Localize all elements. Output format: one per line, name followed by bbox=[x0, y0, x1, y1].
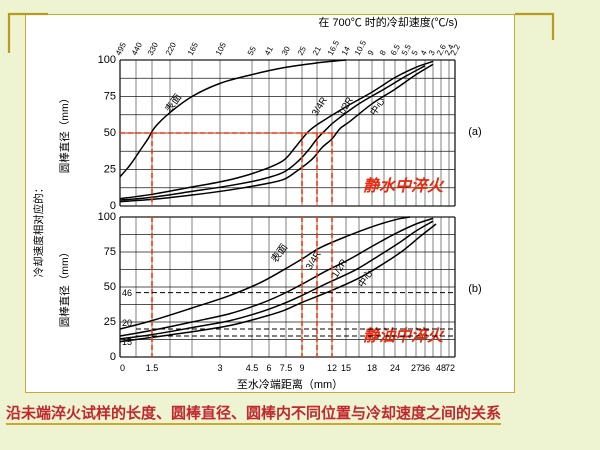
svg-text:75: 75 bbox=[104, 246, 116, 258]
svg-text:7.5: 7.5 bbox=[280, 363, 293, 373]
svg-text:中心: 中心 bbox=[367, 95, 388, 118]
svg-text:8: 8 bbox=[378, 48, 388, 57]
svg-text:14: 14 bbox=[340, 44, 352, 57]
svg-text:0: 0 bbox=[120, 363, 125, 373]
svg-text:25: 25 bbox=[104, 164, 116, 176]
svg-text:静水中淬火: 静水中淬火 bbox=[363, 177, 445, 195]
svg-text:25: 25 bbox=[104, 316, 116, 328]
svg-text:72: 72 bbox=[445, 363, 455, 373]
svg-text:18: 18 bbox=[367, 363, 377, 373]
svg-text:(b): (b) bbox=[468, 283, 481, 295]
svg-text:15: 15 bbox=[122, 337, 132, 347]
svg-text:冷却速度相对应的：: 冷却速度相对应的： bbox=[32, 183, 45, 278]
svg-text:100: 100 bbox=[98, 54, 116, 66]
svg-text:440: 440 bbox=[130, 40, 144, 56]
svg-text:24: 24 bbox=[390, 363, 400, 373]
svg-text:表面: 表面 bbox=[162, 91, 184, 115]
svg-text:0: 0 bbox=[110, 351, 116, 363]
svg-text:165: 165 bbox=[186, 40, 200, 56]
svg-text:1.5: 1.5 bbox=[146, 363, 159, 373]
svg-text:9: 9 bbox=[366, 48, 376, 57]
svg-text:75: 75 bbox=[104, 91, 116, 103]
svg-text:10.5: 10.5 bbox=[353, 38, 369, 56]
svg-text:46: 46 bbox=[122, 288, 132, 298]
svg-text:50: 50 bbox=[104, 281, 116, 293]
svg-text:16.5: 16.5 bbox=[326, 38, 342, 56]
svg-text:20: 20 bbox=[122, 318, 132, 328]
svg-text:15: 15 bbox=[341, 363, 351, 373]
svg-text:100: 100 bbox=[98, 211, 116, 223]
svg-text:30: 30 bbox=[280, 44, 292, 57]
svg-text:圆棒直径（mm）: 圆棒直径（mm） bbox=[58, 93, 71, 174]
svg-text:在 700℃ 时的冷却速度(℃/s): 在 700℃ 时的冷却速度(℃/s) bbox=[318, 15, 457, 29]
svg-text:36: 36 bbox=[420, 363, 430, 373]
svg-text:21: 21 bbox=[311, 44, 323, 57]
svg-text:圆棒直径（mm）: 圆棒直径（mm） bbox=[58, 247, 71, 328]
svg-text:表面: 表面 bbox=[268, 241, 290, 265]
svg-text:12: 12 bbox=[327, 363, 337, 373]
svg-text:25: 25 bbox=[296, 44, 308, 57]
svg-text:3: 3 bbox=[217, 363, 222, 373]
svg-text:55: 55 bbox=[246, 44, 258, 57]
svg-text:105: 105 bbox=[214, 40, 228, 56]
svg-text:220: 220 bbox=[164, 40, 178, 56]
svg-text:3/4R: 3/4R bbox=[304, 249, 324, 272]
svg-text:6.5: 6.5 bbox=[389, 42, 402, 57]
svg-text:9: 9 bbox=[299, 363, 304, 373]
svg-text:4.5: 4.5 bbox=[246, 363, 259, 373]
svg-text:330: 330 bbox=[146, 40, 160, 56]
svg-text:至水冷端距离（mm）: 至水冷端距离（mm） bbox=[237, 377, 343, 391]
svg-text:50: 50 bbox=[104, 127, 116, 139]
svg-text:6: 6 bbox=[266, 363, 271, 373]
svg-text:41: 41 bbox=[263, 44, 275, 57]
svg-text:(a): (a) bbox=[468, 126, 481, 138]
